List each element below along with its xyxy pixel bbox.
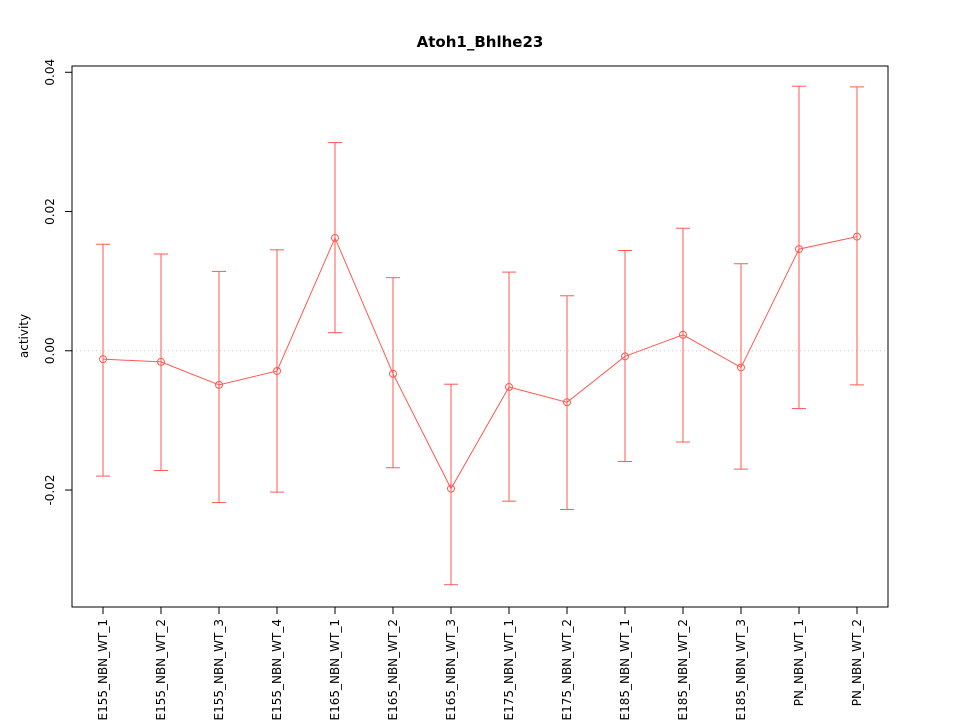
plot-layer: -0.02 0.00 0.02 0.04 E155_NBN_WT_1 E155_NBN_W… — [43, 59, 889, 720]
data-point — [331, 233, 339, 242]
data-point — [853, 232, 861, 241]
data-point — [389, 369, 397, 378]
y-tick-label: 0.04 — [43, 59, 57, 86]
plot-border — [71, 65, 889, 608]
x-tick-label: E155_NBN_WT_2 — [154, 619, 168, 720]
x-tick-label: E155_NBN_WT_1 — [96, 619, 110, 720]
x-tick-label: PN_NBN_WT_2 — [850, 619, 864, 706]
x-tick-label: E155_NBN_WT_3 — [212, 619, 226, 720]
x-tick-label: E165_NBN_WT_1 — [328, 619, 342, 720]
data-point — [215, 380, 223, 389]
x-tick-label: E185_NBN_WT_2 — [676, 619, 690, 720]
y-tick-label: 0.00 — [43, 337, 57, 364]
x-tick-label: E165_NBN_WT_3 — [444, 619, 458, 720]
x-tick-label: PN_NBN_WT_1 — [792, 619, 806, 706]
data-point — [795, 245, 803, 254]
data-point — [621, 352, 629, 361]
data-point — [447, 484, 455, 493]
data-point — [505, 382, 513, 391]
data-point — [679, 330, 687, 339]
data-point — [157, 357, 165, 366]
data-point — [737, 363, 745, 372]
x-tick-label: E185_NBN_WT_1 — [618, 619, 632, 720]
x-tick-label: E185_NBN_WT_3 — [734, 619, 748, 720]
y-tick-label: -0.02 — [43, 474, 57, 505]
data-point — [99, 355, 107, 364]
y-tick-label: 0.02 — [43, 198, 57, 225]
x-tick-label: E175_NBN_WT_2 — [560, 619, 574, 720]
series-line — [102, 236, 858, 490]
chart-title: Atoh1_Bhlhe23 — [417, 33, 544, 51]
data-point — [273, 366, 281, 375]
y-axis-label: activity — [17, 314, 31, 358]
data-point — [563, 398, 571, 407]
x-tick-label: E165_NBN_WT_2 — [386, 619, 400, 720]
x-tick-label: E155_NBN_WT_4 — [270, 619, 284, 720]
x-tick-label: E175_NBN_WT_1 — [502, 619, 516, 720]
